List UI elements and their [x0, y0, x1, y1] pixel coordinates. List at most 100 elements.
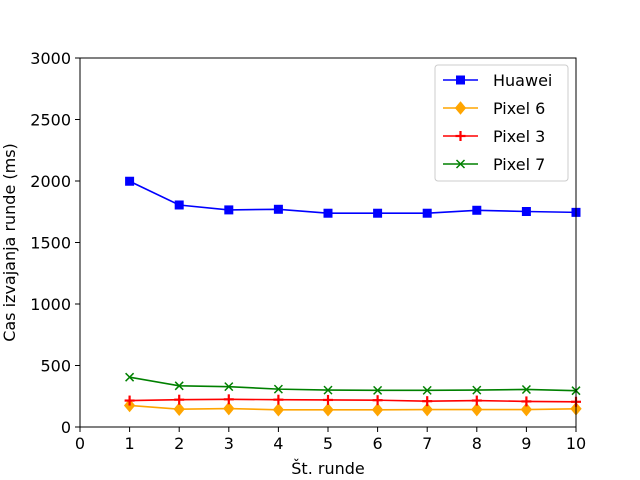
x-tick-label: 5	[323, 434, 333, 453]
data-point-huawei-shape	[273, 204, 283, 214]
data-point-pixel-3	[124, 395, 135, 406]
data-point-pixel-7-shape	[174, 381, 184, 391]
legend-marker-pixel-3	[455, 131, 466, 141]
x-tick-label: 2	[174, 434, 184, 453]
data-point-pixel-7-shape	[273, 384, 283, 394]
data-point-pixel-7-shape	[224, 382, 234, 392]
data-point-huawei-shape	[422, 208, 432, 218]
legend-marker-pixel-7-shape	[455, 159, 466, 169]
data-point-pixel-7-shape	[521, 384, 531, 395]
data-point-pixel-6	[471, 402, 483, 417]
data-point-huawei	[174, 200, 184, 210]
data-point-pixel-6	[520, 402, 533, 417]
legend-marker-pixel-7	[455, 159, 466, 169]
ticks-layer: 0 1 2 3 4 5 6 7 8 9 10 0 500 1000 1500 2000 2500 3000	[30, 49, 586, 453]
x-tick-label: 4	[273, 434, 283, 453]
data-point-pixel-3	[323, 394, 333, 405]
legend-label-pixel-7: Pixel 7	[493, 155, 545, 174]
data-point-pixel-7	[373, 385, 383, 395]
data-point-pixel-6-shape	[471, 402, 483, 417]
data-point-pixel-7	[125, 372, 135, 382]
legend-marker-pixel-6	[454, 101, 467, 115]
x-tick-label: 7	[422, 434, 432, 453]
y-tick-label: 500	[40, 357, 71, 376]
data-point-pixel-7	[323, 385, 333, 395]
data-point-huawei-shape	[323, 208, 333, 218]
y-axis-title: Cas izvajanja runde (ms)	[0, 143, 19, 342]
data-point-pixel-6	[322, 402, 334, 417]
series-line-huawei	[129, 180, 577, 215]
data-point-pixel-3	[372, 395, 383, 406]
data-point-huawei	[472, 205, 482, 215]
series-line-pixel-3	[129, 398, 577, 403]
y-tick-label: 2000	[30, 172, 71, 191]
data-point-huawei	[125, 176, 135, 186]
data-point-huawei	[273, 204, 283, 214]
data-point-pixel-6-shape	[272, 402, 285, 417]
data-point-huawei-shape	[472, 205, 482, 215]
data-point-pixel-6	[421, 402, 433, 417]
data-point-pixel-6-shape	[421, 402, 433, 417]
legend-marker-pixel-6-shape	[454, 101, 467, 115]
data-point-pixel-7-shape	[323, 385, 333, 395]
data-point-huawei	[323, 208, 333, 218]
data-point-pixel-6-shape	[371, 402, 384, 417]
data-point-pixel-7	[521, 384, 531, 395]
legend-marker-huawei-shape	[456, 75, 465, 85]
series-layer	[123, 176, 582, 417]
y-tick-label: 1000	[30, 295, 71, 314]
data-point-pixel-7	[472, 385, 482, 395]
data-point-pixel-6-shape	[322, 402, 334, 417]
data-point-pixel-3	[174, 394, 185, 405]
data-point-pixel-3	[223, 394, 234, 405]
y-tick-label: 3000	[30, 49, 71, 68]
data-point-huawei	[224, 205, 234, 215]
x-tick-label: 0	[75, 434, 85, 453]
y-tick-label: 0	[61, 418, 71, 437]
data-point-huawei	[521, 207, 531, 217]
data-point-pixel-6	[223, 401, 235, 416]
data-point-pixel-3	[471, 395, 482, 406]
data-point-huawei-shape	[174, 200, 184, 210]
data-point-pixel-7	[174, 381, 184, 391]
data-point-pixel-6-shape	[223, 401, 235, 416]
x-tick-label: 3	[224, 434, 234, 453]
legend-label-pixel-6: Pixel 6	[493, 99, 545, 118]
data-point-huawei-shape	[521, 207, 531, 217]
legend-label-pixel-3: Pixel 3	[493, 127, 545, 146]
x-tick-label: 8	[472, 434, 482, 453]
data-point-huawei-shape	[125, 176, 135, 186]
data-point-pixel-7	[273, 384, 283, 394]
legend-box	[434, 64, 569, 182]
data-point-pixel-6-shape	[173, 402, 185, 416]
data-point-huawei	[373, 208, 383, 218]
data-point-pixel-7	[224, 382, 234, 392]
data-point-pixel-6	[173, 402, 185, 416]
y-tick-label: 2500	[30, 111, 71, 130]
x-tick-label: 9	[521, 434, 531, 453]
x-tick-label: 10	[566, 434, 586, 453]
data-point-pixel-7-shape	[125, 372, 135, 382]
data-point-pixel-3	[422, 396, 433, 407]
y-tick-label: 1500	[30, 234, 71, 253]
series-line-pixel-7	[129, 376, 577, 392]
data-point-pixel-7-shape	[472, 385, 482, 395]
legend-label-huawei: Huawei	[493, 71, 552, 90]
data-point-pixel-3	[273, 394, 284, 405]
data-point-pixel-3	[521, 396, 532, 407]
x-tick-label: 6	[373, 434, 383, 453]
data-point-pixel-7-shape	[422, 385, 432, 395]
series-line-pixel-6	[129, 404, 577, 411]
data-point-huawei-shape	[224, 205, 234, 215]
legend: Huawei Pixel 6 Pixel 3 Pixel 7	[434, 64, 569, 182]
data-point-pixel-6	[272, 402, 285, 417]
legend-marker-huawei	[456, 75, 465, 85]
data-point-huawei-shape	[373, 208, 383, 218]
data-point-pixel-7	[422, 385, 432, 395]
x-axis-title: Št. runde	[291, 459, 364, 478]
data-point-pixel-7-shape	[373, 385, 383, 395]
x-tick-label: 1	[125, 434, 135, 453]
data-point-pixel-6	[371, 402, 384, 417]
data-point-huawei	[422, 208, 432, 218]
